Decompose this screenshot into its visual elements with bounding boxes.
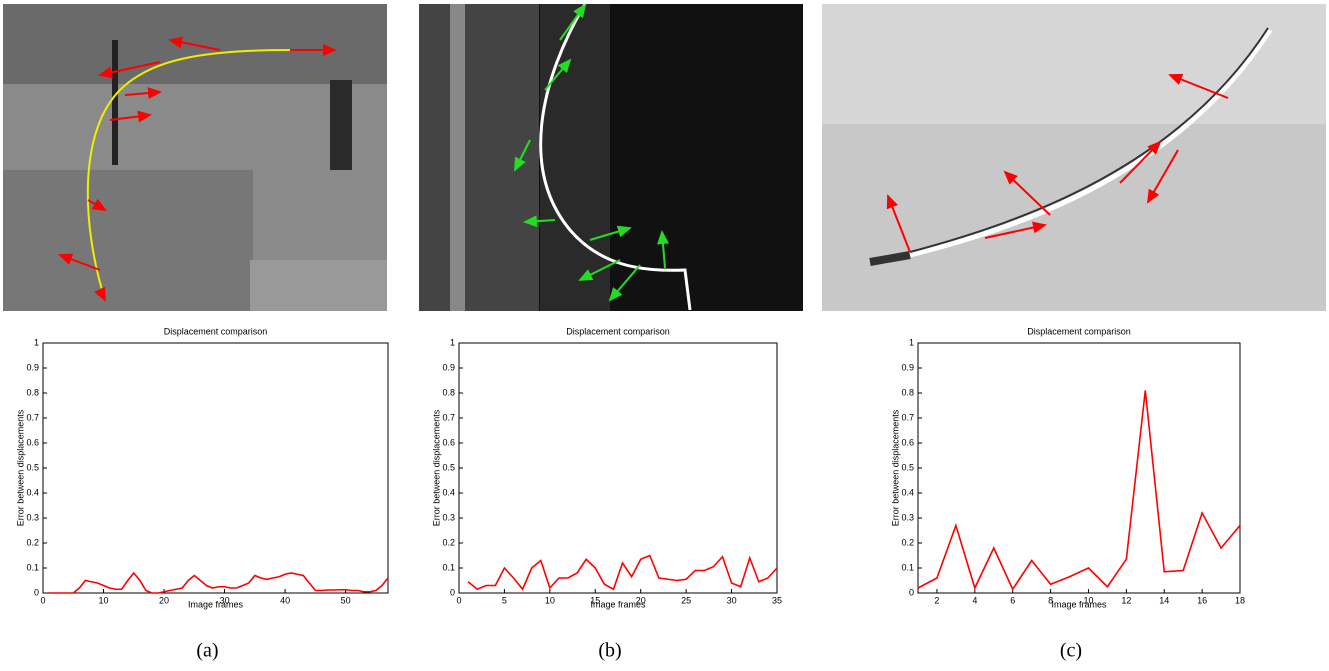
y-tick-label: 0.2 (26, 537, 39, 547)
y-tick-label: 0.8 (442, 387, 455, 397)
y-tick-label: 0.4 (26, 487, 39, 497)
x-tick-label: 0 (40, 595, 45, 605)
y-tick-label: 0.4 (442, 487, 455, 497)
x-tick-label: 18 (1235, 595, 1245, 605)
x-axis-label: Image frames (590, 599, 646, 609)
y-tick-label: 0.5 (26, 462, 39, 472)
y-axis-label: Error between displacements (15, 409, 25, 526)
plot-area (458, 342, 778, 594)
data-line (467, 554, 778, 591)
y-tick-label: 0.5 (901, 462, 914, 472)
x-tick-label: 6 (1010, 595, 1015, 605)
y-tick-label: 1 (34, 337, 39, 347)
x-tick-label: 20 (159, 595, 169, 605)
x-tick-label: 15 (590, 595, 600, 605)
y-axis-label: Error between displacements (431, 409, 441, 526)
y-tick-label: 0 (450, 587, 455, 597)
photo-c (822, 4, 1326, 311)
x-tick-label: 14 (1159, 595, 1169, 605)
y-tick-label: 0.3 (901, 512, 914, 522)
x-tick-label: 0 (456, 595, 461, 605)
x-tick-label: 10 (99, 595, 109, 605)
y-tick-label: 0.3 (442, 512, 455, 522)
x-tick-label: 35 (772, 595, 782, 605)
x-tick-label: 10 (1083, 595, 1093, 605)
plot-area (42, 342, 389, 594)
x-axis-label: Image frames (188, 599, 244, 609)
data-line (49, 571, 389, 594)
y-tick-label: 0.1 (442, 562, 455, 572)
chart-title: Displacement comparison (164, 326, 268, 336)
y-tick-label: 0.9 (26, 362, 39, 372)
y-tick-label: 0.2 (442, 537, 455, 547)
y-tick-label: 0 (909, 587, 914, 597)
y-tick-label: 0.7 (901, 412, 914, 422)
y-tick-label: 0.5 (442, 462, 455, 472)
y-tick-label: 0.9 (901, 362, 914, 372)
y-tick-label: 0 (34, 587, 39, 597)
x-tick-label: 20 (636, 595, 646, 605)
x-tick-label: 30 (727, 595, 737, 605)
photo-a (3, 4, 387, 311)
y-tick-label: 0.7 (26, 412, 39, 422)
caption: (b) (598, 640, 621, 662)
y-tick-label: 0.8 (901, 387, 914, 397)
x-tick-label: 8 (1048, 595, 1053, 605)
x-tick-label: 30 (220, 595, 230, 605)
plot-area (917, 342, 1241, 594)
y-tick-label: 1 (450, 337, 455, 347)
x-axis-label: Image frames (1051, 599, 1107, 609)
y-tick-label: 0.6 (442, 437, 455, 447)
photo-b (419, 3, 803, 311)
y-tick-label: 0.4 (901, 487, 914, 497)
y-tick-label: 0.2 (901, 537, 914, 547)
x-tick-label: 40 (280, 595, 290, 605)
y-tick-label: 0.1 (26, 562, 39, 572)
y-tick-label: 0.6 (901, 437, 914, 447)
x-tick-label: 16 (1197, 595, 1207, 605)
chart-title: Displacement comparison (566, 326, 670, 336)
x-tick-label: 5 (502, 595, 507, 605)
x-tick-label: 25 (681, 595, 691, 605)
y-tick-label: 0.1 (901, 562, 914, 572)
data-line (917, 390, 1241, 591)
y-tick-label: 0.3 (26, 512, 39, 522)
y-tick-label: 0.9 (442, 362, 455, 372)
caption: (c) (1060, 640, 1082, 662)
chart-title: Displacement comparison (1027, 326, 1131, 336)
x-tick-label: 4 (972, 595, 977, 605)
x-tick-label: 50 (341, 595, 351, 605)
x-tick-label: 2 (934, 595, 939, 605)
y-tick-label: 0.7 (442, 412, 455, 422)
y-tick-label: 0.6 (26, 437, 39, 447)
y-tick-label: 0.8 (26, 387, 39, 397)
x-tick-label: 12 (1121, 595, 1131, 605)
caption: (a) (196, 640, 218, 662)
y-tick-label: 1 (909, 337, 914, 347)
x-tick-label: 10 (545, 595, 555, 605)
y-axis-label: Error between displacements (890, 409, 900, 526)
